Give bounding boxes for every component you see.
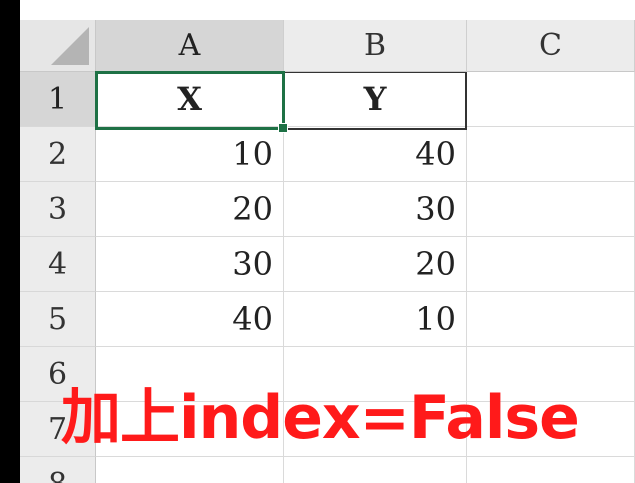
- cell-c2[interactable]: [467, 127, 635, 182]
- column-header-a[interactable]: A: [96, 20, 284, 72]
- cell-a7[interactable]: [96, 402, 284, 457]
- row-header-2[interactable]: 2: [20, 127, 96, 182]
- cell-a8[interactable]: [96, 457, 284, 483]
- select-all-triangle-icon: [51, 27, 89, 65]
- fill-handle[interactable]: [278, 123, 288, 133]
- row-header-8[interactable]: 8: [20, 457, 96, 483]
- column-header-b[interactable]: B: [284, 20, 467, 72]
- select-all-corner[interactable]: [20, 20, 96, 72]
- cell-b6[interactable]: [284, 347, 467, 402]
- row-header-1[interactable]: 1: [20, 72, 96, 127]
- window-edge: [0, 0, 20, 483]
- row-header-6[interactable]: 6: [20, 347, 96, 402]
- cell-a3[interactable]: 20: [96, 182, 284, 237]
- cell-b2[interactable]: 40: [284, 127, 467, 182]
- cell-a1[interactable]: X: [96, 72, 284, 127]
- cell-a5[interactable]: 40: [96, 292, 284, 347]
- spreadsheet-grid: A B C 1 2 3 4 5 6 7 8 X Y 10 40 20 30 30…: [20, 0, 635, 483]
- cell-b8[interactable]: [284, 457, 467, 483]
- column-header-c[interactable]: C: [467, 20, 635, 72]
- cell-b5[interactable]: 10: [284, 292, 467, 347]
- annotation-caption: 加上index=False: [61, 383, 580, 453]
- toolbar-edge: [20, 0, 635, 20]
- row-header-7[interactable]: 7: [20, 402, 96, 457]
- cell-c5[interactable]: [467, 292, 635, 347]
- cell-c4[interactable]: [467, 237, 635, 292]
- row-header-3[interactable]: 3: [20, 182, 96, 237]
- cell-a2[interactable]: 10: [96, 127, 284, 182]
- cell-c8[interactable]: [467, 457, 635, 483]
- cell-b1[interactable]: Y: [284, 72, 467, 127]
- cell-a4[interactable]: 30: [96, 237, 284, 292]
- row-header-5[interactable]: 5: [20, 292, 96, 347]
- row-header-4[interactable]: 4: [20, 237, 96, 292]
- cell-b3[interactable]: 30: [284, 182, 467, 237]
- cell-c1[interactable]: [467, 72, 635, 127]
- cell-b4[interactable]: 20: [284, 237, 467, 292]
- cell-a6[interactable]: [96, 347, 284, 402]
- cell-b7[interactable]: [284, 402, 467, 457]
- cell-c3[interactable]: [467, 182, 635, 237]
